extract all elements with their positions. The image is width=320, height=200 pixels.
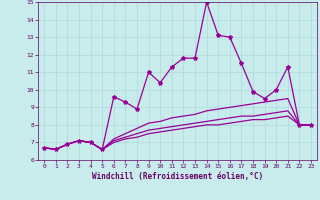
X-axis label: Windchill (Refroidissement éolien,°C): Windchill (Refroidissement éolien,°C) (92, 172, 263, 181)
